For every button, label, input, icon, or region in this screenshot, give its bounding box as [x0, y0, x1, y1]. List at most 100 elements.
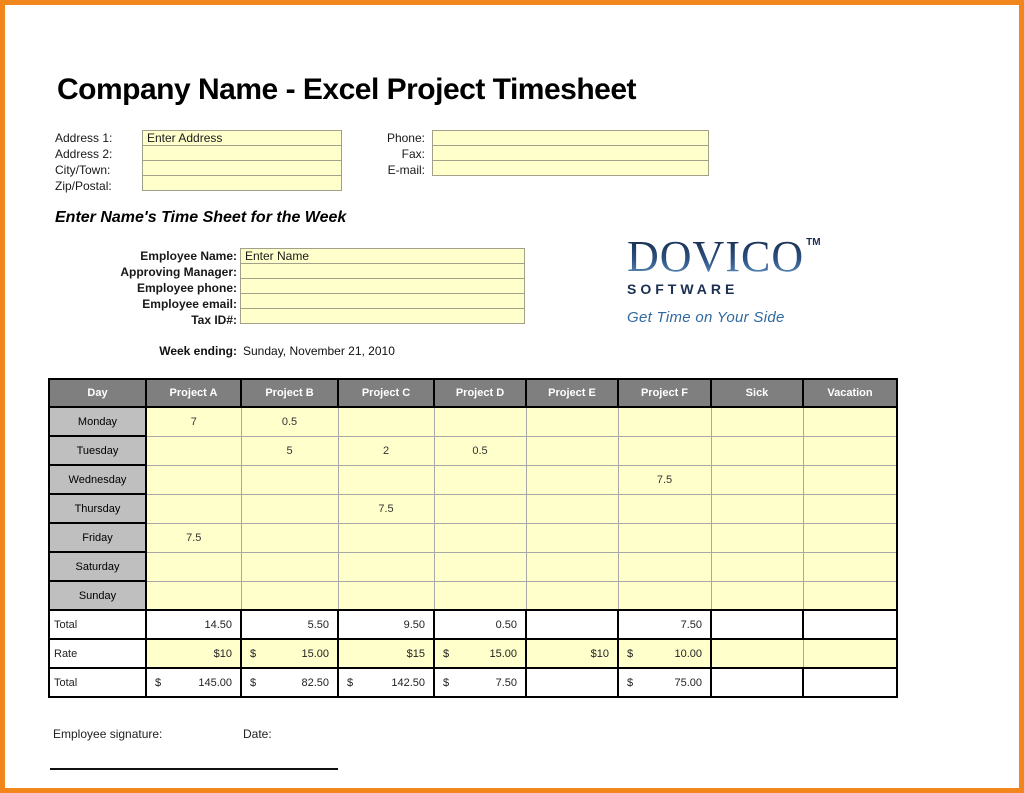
email-field[interactable] [432, 160, 709, 176]
city-field[interactable] [142, 160, 342, 176]
hours-cell[interactable] [525, 522, 619, 553]
hours-cell[interactable] [525, 435, 619, 466]
hours-cell[interactable] [710, 522, 804, 553]
rate-cell[interactable]: $15.00 [433, 638, 527, 669]
day-row: Sunday [48, 580, 898, 611]
total-pay-cell [710, 667, 804, 698]
address1-field[interactable]: Enter Address [142, 130, 342, 146]
hours-cell[interactable] [710, 435, 804, 466]
phone-field[interactable] [432, 130, 709, 146]
hours-cell[interactable] [145, 580, 242, 611]
zip-field[interactable] [142, 175, 342, 191]
rate-cell[interactable]: $15 [337, 638, 435, 669]
day-label: Thursday [48, 493, 147, 524]
fax-label: Fax: [401, 147, 425, 161]
hours-cell[interactable]: 7.5 [617, 464, 712, 495]
hours-cell[interactable] [525, 551, 619, 582]
day-row: Monday 7 0.5 [48, 406, 898, 437]
contact-fields [432, 130, 709, 176]
hours-cell[interactable] [617, 580, 712, 611]
column-header: Project A [145, 378, 242, 408]
hours-cell[interactable] [433, 464, 527, 495]
hours-cell[interactable] [617, 406, 712, 437]
hours-cell[interactable] [710, 580, 804, 611]
hours-cell[interactable] [240, 464, 339, 495]
employee-name-field[interactable]: Enter Name [240, 248, 525, 264]
column-header: Project C [337, 378, 435, 408]
contact-labels: Phone: Fax: E-mail: [355, 130, 425, 178]
rate-cell[interactable]: $15.00 [240, 638, 339, 669]
hours-cell[interactable] [433, 493, 527, 524]
hours-cell[interactable]: 7.5 [145, 522, 242, 553]
address2-label: Address 2: [55, 147, 113, 161]
hours-cell[interactable] [240, 580, 339, 611]
hours-cell[interactable] [433, 551, 527, 582]
rate-cell[interactable]: $10 [145, 638, 242, 669]
hours-cell[interactable] [525, 464, 619, 495]
employee-phone-field[interactable] [240, 278, 525, 294]
hours-cell[interactable] [337, 580, 435, 611]
hours-cell[interactable] [240, 551, 339, 582]
hours-cell[interactable] [337, 464, 435, 495]
hours-cell[interactable] [145, 464, 242, 495]
rate-cell[interactable] [802, 638, 898, 669]
hours-cell[interactable]: 5 [240, 435, 339, 466]
hours-cell[interactable] [617, 493, 712, 524]
day-row: Wednesday 7.5 [48, 464, 898, 495]
hours-cell[interactable] [337, 406, 435, 437]
day-label: Wednesday [48, 464, 147, 495]
hours-cell[interactable] [802, 435, 898, 466]
hours-cell[interactable] [525, 580, 619, 611]
hours-cell[interactable] [240, 522, 339, 553]
rate-cell[interactable]: $10.00 [617, 638, 712, 669]
tax-id-field[interactable] [240, 308, 525, 324]
employee-name-label: Employee Name: [140, 249, 237, 263]
hours-cell[interactable] [710, 493, 804, 524]
address2-field[interactable] [142, 145, 342, 161]
hours-cell[interactable] [240, 493, 339, 524]
hours-cell[interactable] [710, 551, 804, 582]
fax-field[interactable] [432, 145, 709, 161]
hours-cell[interactable] [525, 493, 619, 524]
hours-cell[interactable]: 2 [337, 435, 435, 466]
hours-cell[interactable] [802, 493, 898, 524]
employee-email-field[interactable] [240, 293, 525, 309]
hours-cell[interactable]: 7.5 [337, 493, 435, 524]
hours-cell[interactable] [710, 406, 804, 437]
hours-cell[interactable] [710, 464, 804, 495]
hours-cell[interactable]: 0.5 [240, 406, 339, 437]
hours-cell[interactable]: 7 [145, 406, 242, 437]
city-label: City/Town: [55, 163, 111, 177]
hours-cell[interactable] [802, 464, 898, 495]
rate-cell[interactable]: $10 [525, 638, 619, 669]
hours-cell[interactable] [433, 522, 527, 553]
employee-labels: Employee Name: Approving Manager: Employ… [55, 248, 237, 328]
hours-cell[interactable] [145, 551, 242, 582]
approving-manager-field[interactable] [240, 263, 525, 279]
rate-cell[interactable] [710, 638, 804, 669]
hours-cell[interactable] [433, 580, 527, 611]
approving-manager-label: Approving Manager: [120, 265, 237, 279]
currency-symbol: $ [155, 676, 162, 689]
hours-cell[interactable] [617, 551, 712, 582]
hours-cell[interactable] [802, 406, 898, 437]
hours-cell[interactable] [802, 580, 898, 611]
total-hours-cell: 0.50 [433, 609, 527, 640]
hours-cell[interactable] [433, 406, 527, 437]
hours-cell[interactable] [337, 522, 435, 553]
hours-cell[interactable]: 0.5 [433, 435, 527, 466]
hours-cell[interactable] [145, 493, 242, 524]
amount: 142.50 [391, 676, 425, 689]
dovico-logo: DOVICO TM SOFTWARE Get Time on Your Side [627, 235, 821, 327]
hours-cell[interactable] [617, 435, 712, 466]
hours-cell[interactable] [802, 522, 898, 553]
hours-cell[interactable] [802, 551, 898, 582]
row-label: Total [48, 667, 147, 698]
hours-cell[interactable] [145, 435, 242, 466]
total-pay-cell [802, 667, 898, 698]
day-row: Saturday [48, 551, 898, 582]
hours-cell[interactable] [525, 406, 619, 437]
hours-cell[interactable] [617, 522, 712, 553]
hours-cell[interactable] [337, 551, 435, 582]
week-ending-value: Sunday, November 21, 2010 [243, 344, 395, 358]
